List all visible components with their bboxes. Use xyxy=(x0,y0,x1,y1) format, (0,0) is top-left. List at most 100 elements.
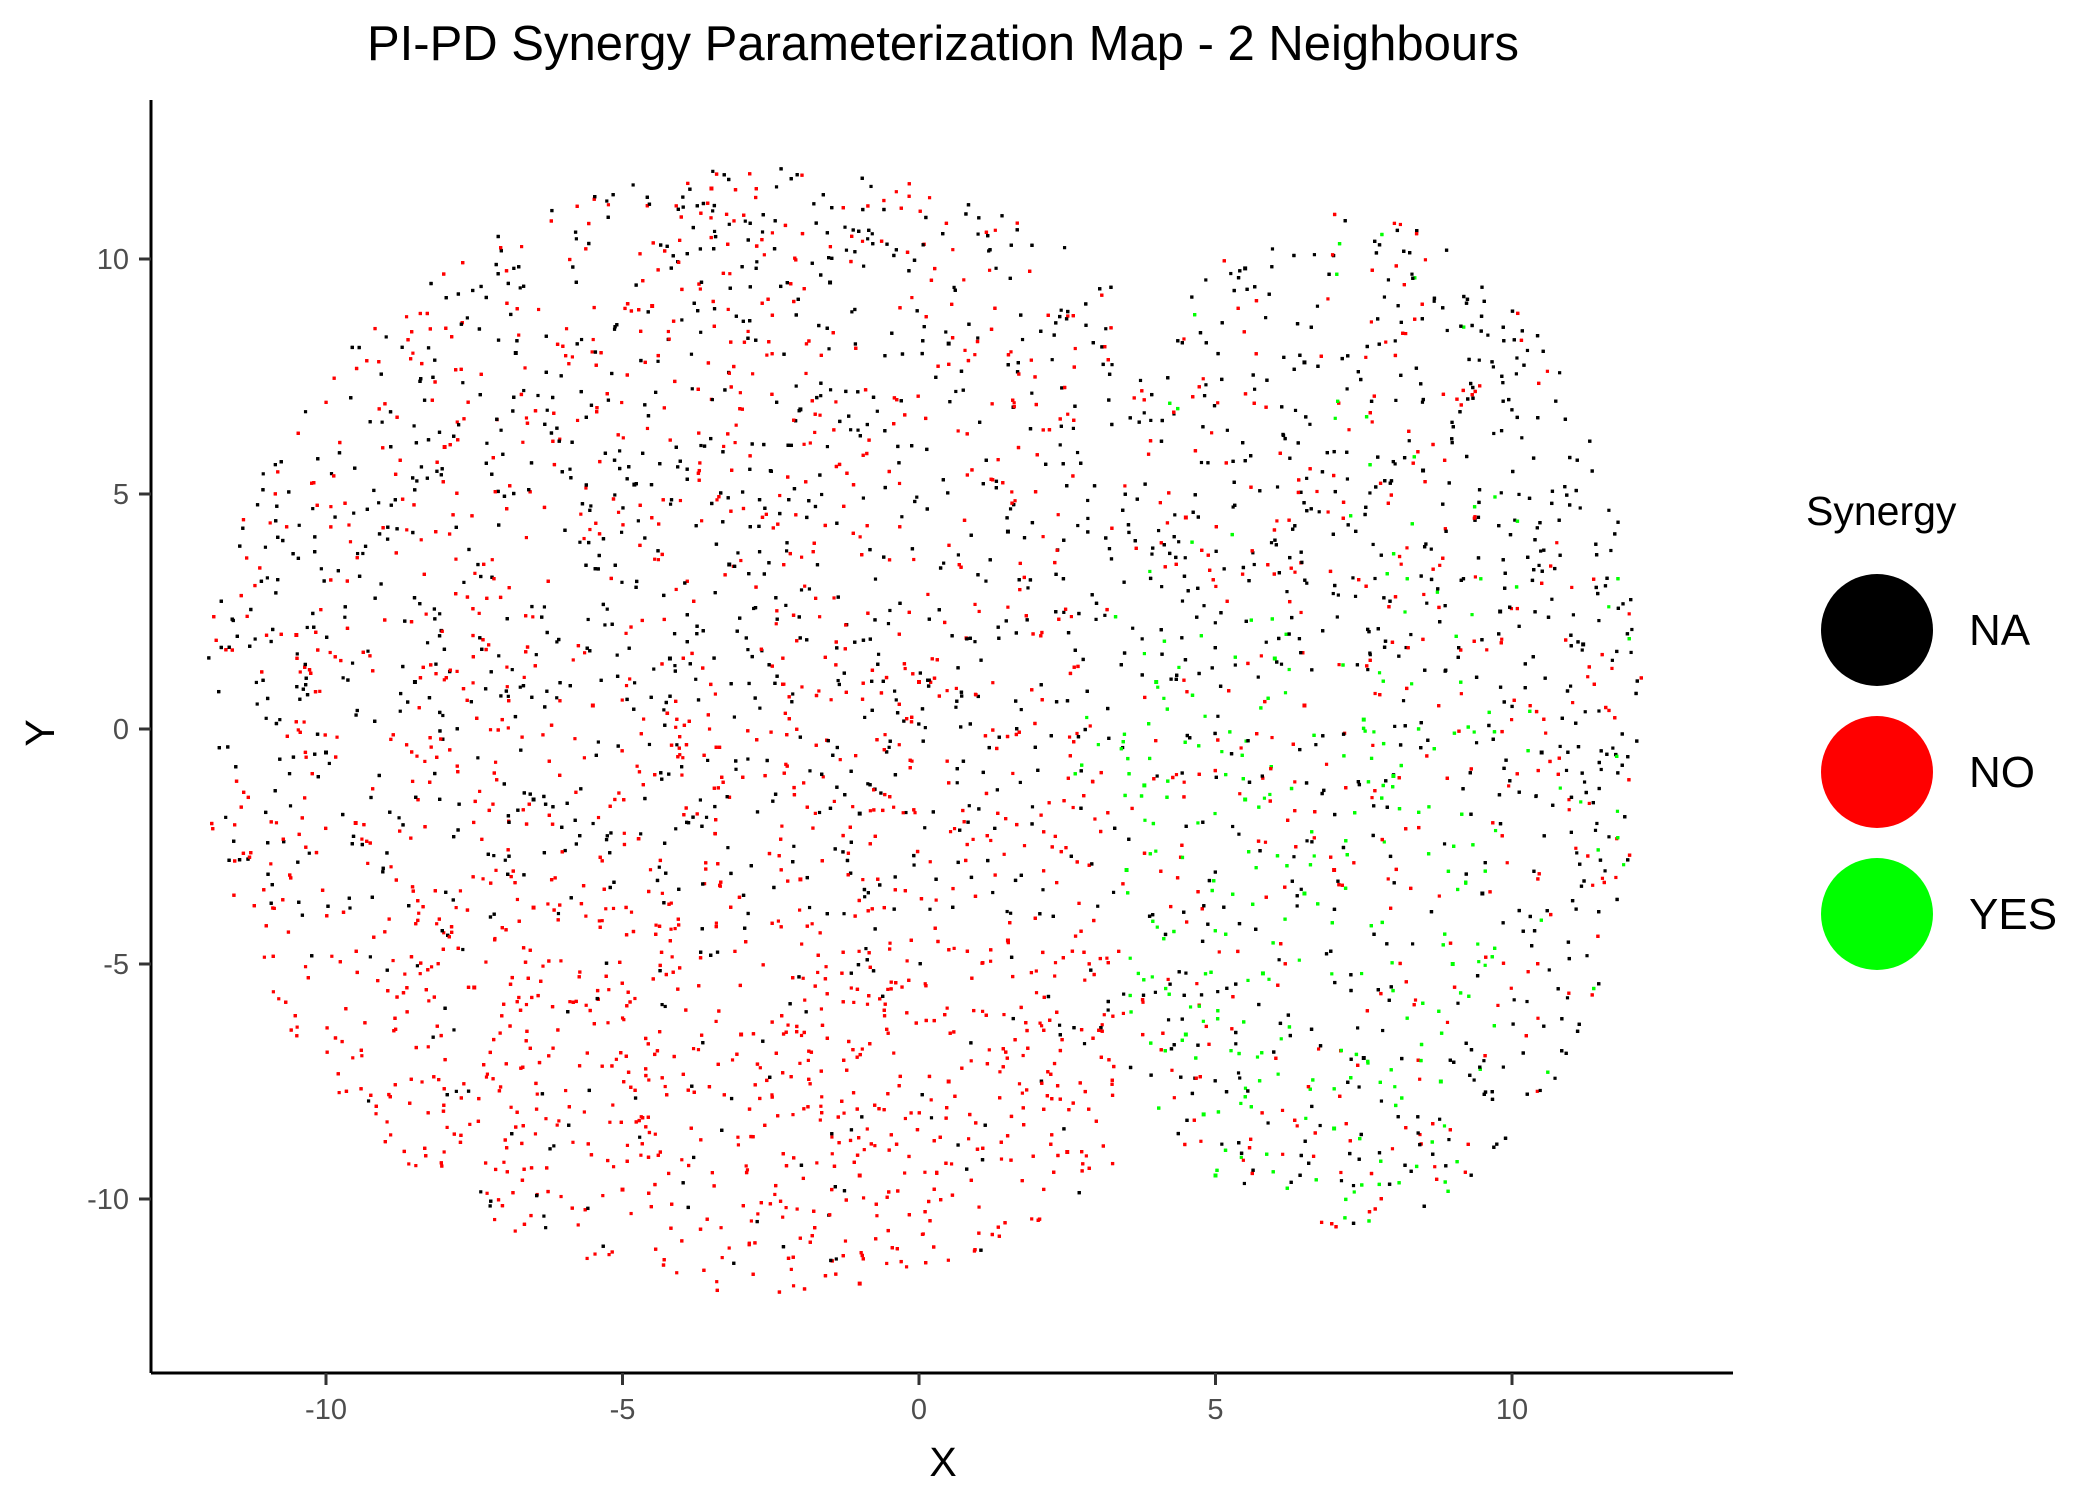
scatter-point-na xyxy=(255,702,259,706)
scatter-point-no xyxy=(861,878,865,882)
scatter-point-yes xyxy=(1393,1085,1397,1089)
scatter-point-na xyxy=(1610,658,1614,662)
scatter-point-yes xyxy=(1203,714,1207,718)
scatter-point-no xyxy=(715,1280,719,1284)
scatter-point-no xyxy=(1053,961,1058,965)
scatter-point-na xyxy=(956,553,960,557)
scatter-point-na xyxy=(1607,835,1611,839)
scatter-point-no xyxy=(481,877,485,881)
scatter-point-no xyxy=(628,677,632,681)
scatter-point-no xyxy=(1006,605,1010,609)
scatter-point-na xyxy=(1009,911,1013,915)
scatter-point-na xyxy=(1515,356,1519,360)
scatter-point-na xyxy=(1568,684,1573,688)
scatter-point-no xyxy=(517,333,521,337)
scatter-point-na xyxy=(673,664,677,668)
scatter-point-na xyxy=(1238,1076,1242,1080)
scatter-point-no xyxy=(1195,982,1199,986)
scatter-point-na xyxy=(461,381,465,385)
scatter-point-na xyxy=(929,1116,934,1120)
scatter-point-na xyxy=(668,502,673,506)
scatter-point-no xyxy=(773,1192,777,1197)
scatter-point-no xyxy=(427,999,431,1003)
scatter-point-no xyxy=(546,902,550,906)
scatter-point-na xyxy=(755,260,759,264)
scatter-point-no xyxy=(277,997,281,1001)
scatter-point-no xyxy=(473,571,477,575)
scatter-point-no xyxy=(803,584,807,588)
scatter-point-no xyxy=(834,400,838,404)
scatter-point-na xyxy=(1607,508,1611,512)
scatter-point-no xyxy=(1610,666,1614,671)
scatter-point-no xyxy=(1398,222,1403,227)
scatter-point-no xyxy=(629,1211,633,1216)
scatter-point-no xyxy=(1280,1108,1285,1112)
scatter-point-no xyxy=(269,862,273,866)
scatter-point-na xyxy=(863,715,867,720)
scatter-point-no xyxy=(607,988,611,992)
scatter-point-na xyxy=(1216,714,1220,718)
scatter-point-no xyxy=(1170,1068,1174,1072)
scatter-point-yes xyxy=(1239,1101,1243,1106)
scatter-point-na xyxy=(1371,542,1375,547)
scatter-point-no xyxy=(1544,731,1548,735)
scatter-point-no xyxy=(522,675,526,679)
scatter-point-na xyxy=(886,621,891,626)
scatter-point-na xyxy=(873,577,878,581)
scatter-point-no xyxy=(1369,320,1373,324)
scatter-point-no xyxy=(477,611,481,615)
scatter-point-no xyxy=(576,1223,580,1227)
scatter-point-no xyxy=(1259,654,1263,658)
scatter-point-yes xyxy=(1148,569,1152,574)
scatter-point-na xyxy=(1252,562,1256,567)
scatter-point-no xyxy=(818,615,822,619)
scatter-point-no xyxy=(1509,986,1513,990)
scatter-point-na xyxy=(1231,824,1235,829)
scatter-point-na xyxy=(278,718,282,722)
scatter-point-no xyxy=(666,329,670,334)
scatter-point-no xyxy=(584,486,588,490)
scatter-point-no xyxy=(411,351,415,355)
scatter-point-na xyxy=(1432,299,1436,303)
scatter-point-na xyxy=(1305,476,1309,480)
scatter-point-no xyxy=(1423,258,1428,262)
scatter-point-no xyxy=(945,1006,949,1010)
scatter-point-na xyxy=(1057,1023,1062,1027)
scatter-point-yes xyxy=(1287,667,1291,672)
scatter-point-no xyxy=(1500,637,1504,641)
point-cloud-density xyxy=(207,167,1643,1294)
scatter-point-na xyxy=(327,761,331,766)
scatter-point-no xyxy=(366,861,370,865)
scatter-point-na xyxy=(1351,1183,1356,1188)
scatter-point-na xyxy=(1314,743,1318,747)
scatter-point-no xyxy=(928,860,932,864)
scatter-point-no xyxy=(1591,883,1595,887)
scatter-point-na xyxy=(1173,513,1177,517)
scatter-point-no xyxy=(1293,570,1297,574)
scatter-point-no xyxy=(1587,801,1591,806)
scatter-point-no xyxy=(575,418,580,423)
scatter-point-no xyxy=(622,1018,626,1022)
scatter-point-no xyxy=(702,882,707,886)
scatter-point-no xyxy=(405,528,409,532)
scatter-point-no xyxy=(1216,401,1220,405)
scatter-point-na xyxy=(556,911,561,916)
scatter-point-no xyxy=(611,1165,616,1169)
scatter-point-na xyxy=(545,408,549,412)
scatter-point-na xyxy=(928,907,932,911)
scatter-point-na xyxy=(690,387,694,391)
scatter-point-no xyxy=(1316,1047,1321,1051)
scatter-point-yes xyxy=(1493,828,1498,833)
scatter-point-na xyxy=(819,394,823,398)
scatter-point-no xyxy=(1315,489,1319,494)
scatter-point-no xyxy=(762,253,766,257)
scatter-point-na xyxy=(736,551,740,555)
scatter-point-na xyxy=(1071,426,1075,430)
scatter-point-na xyxy=(1142,411,1146,415)
scatter-point-na xyxy=(605,607,609,611)
scatter-point-na xyxy=(1018,780,1022,785)
scatter-point-na xyxy=(578,540,582,544)
scatter-point-yes xyxy=(1297,958,1301,962)
scatter-point-na xyxy=(1216,990,1220,994)
scatter-point-na xyxy=(377,501,381,505)
